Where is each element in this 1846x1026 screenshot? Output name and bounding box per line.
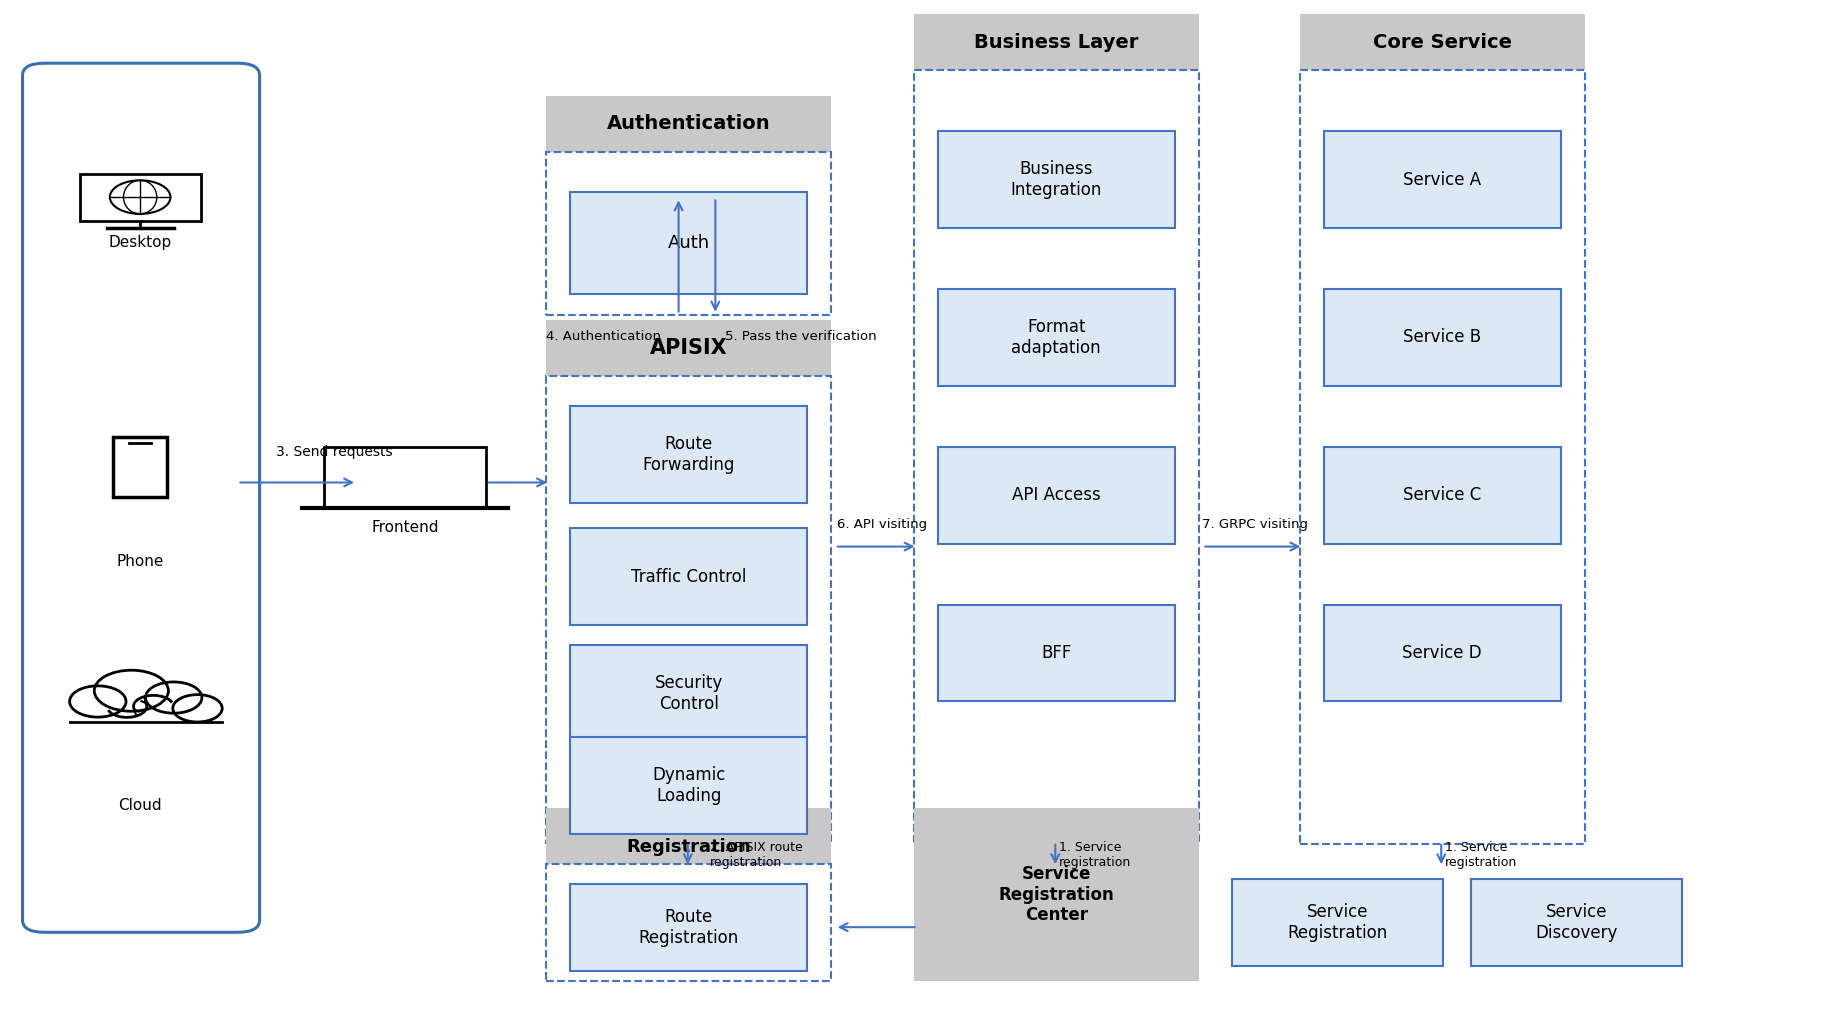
Text: Service A: Service A bbox=[1403, 170, 1480, 189]
Text: Frontend: Frontend bbox=[371, 520, 439, 536]
Circle shape bbox=[174, 695, 222, 722]
Bar bbox=[1324, 289, 1560, 386]
Bar bbox=[938, 447, 1174, 544]
Text: Service
Discovery: Service Discovery bbox=[1536, 903, 1617, 942]
Text: Desktop: Desktop bbox=[109, 235, 172, 250]
Bar bbox=[938, 604, 1174, 701]
Text: Route
Registration: Route Registration bbox=[626, 817, 751, 856]
Bar bbox=[570, 193, 807, 294]
Text: Service C: Service C bbox=[1403, 486, 1480, 504]
Text: Business
Integration: Business Integration bbox=[1010, 160, 1102, 199]
Bar bbox=[1300, 14, 1584, 71]
Text: Cloud: Cloud bbox=[118, 798, 162, 813]
Bar bbox=[113, 437, 168, 498]
Text: Auth: Auth bbox=[668, 234, 709, 252]
Text: 6. API visiting: 6. API visiting bbox=[836, 518, 927, 531]
Text: Traffic Control: Traffic Control bbox=[631, 567, 746, 586]
Circle shape bbox=[94, 670, 168, 711]
Text: Route
Registration: Route Registration bbox=[639, 908, 738, 947]
Text: Service B: Service B bbox=[1403, 328, 1480, 347]
Bar bbox=[570, 406, 807, 503]
Bar bbox=[938, 131, 1174, 228]
Circle shape bbox=[146, 682, 201, 713]
Bar bbox=[570, 528, 807, 625]
Text: API Access: API Access bbox=[1012, 486, 1100, 504]
Bar bbox=[1324, 131, 1560, 228]
Bar bbox=[914, 808, 1198, 981]
Bar bbox=[546, 864, 831, 981]
Text: BFF: BFF bbox=[1041, 644, 1071, 662]
Text: Format
adaptation: Format adaptation bbox=[1012, 318, 1100, 357]
Bar bbox=[938, 289, 1174, 386]
Bar bbox=[546, 376, 831, 843]
Text: Authentication: Authentication bbox=[607, 114, 770, 133]
Bar bbox=[546, 320, 831, 376]
Bar bbox=[546, 808, 831, 864]
Text: 7. GRPC visiting: 7. GRPC visiting bbox=[1202, 518, 1309, 531]
Text: Route
Forwarding: Route Forwarding bbox=[642, 435, 735, 474]
Text: Business Layer: Business Layer bbox=[975, 33, 1139, 52]
Text: 4. Authentication: 4. Authentication bbox=[546, 329, 661, 343]
Text: Service
Registration
Center: Service Registration Center bbox=[999, 865, 1115, 924]
Bar bbox=[1471, 879, 1682, 965]
Bar bbox=[570, 645, 807, 742]
Text: 1. Service
registration: 1. Service registration bbox=[1445, 841, 1517, 869]
Bar bbox=[79, 174, 201, 222]
Bar bbox=[570, 884, 807, 971]
Text: 1. Service
registration: 1. Service registration bbox=[1060, 841, 1132, 869]
Text: Service D: Service D bbox=[1403, 644, 1482, 662]
Text: 3. Send requests: 3. Send requests bbox=[277, 445, 393, 459]
Circle shape bbox=[70, 685, 126, 717]
Bar bbox=[546, 152, 831, 315]
Bar bbox=[570, 737, 807, 833]
Text: 2. APISIX route
registration: 2. APISIX route registration bbox=[711, 841, 803, 869]
Bar bbox=[914, 71, 1198, 843]
Bar bbox=[546, 95, 831, 152]
Bar bbox=[323, 447, 485, 508]
Bar bbox=[914, 14, 1198, 71]
Text: Phone: Phone bbox=[116, 554, 164, 568]
Bar bbox=[1324, 604, 1560, 701]
Text: Security
Control: Security Control bbox=[655, 674, 724, 713]
Bar bbox=[1231, 879, 1444, 965]
Bar bbox=[1324, 447, 1560, 544]
Text: APISIX: APISIX bbox=[650, 338, 727, 358]
Bar bbox=[1300, 71, 1584, 843]
Text: 5. Pass the verification: 5. Pass the verification bbox=[724, 329, 877, 343]
Text: Core Service: Core Service bbox=[1373, 33, 1512, 52]
Text: Dynamic
Loading: Dynamic Loading bbox=[652, 765, 725, 804]
Text: Service
Registration: Service Registration bbox=[1287, 903, 1388, 942]
